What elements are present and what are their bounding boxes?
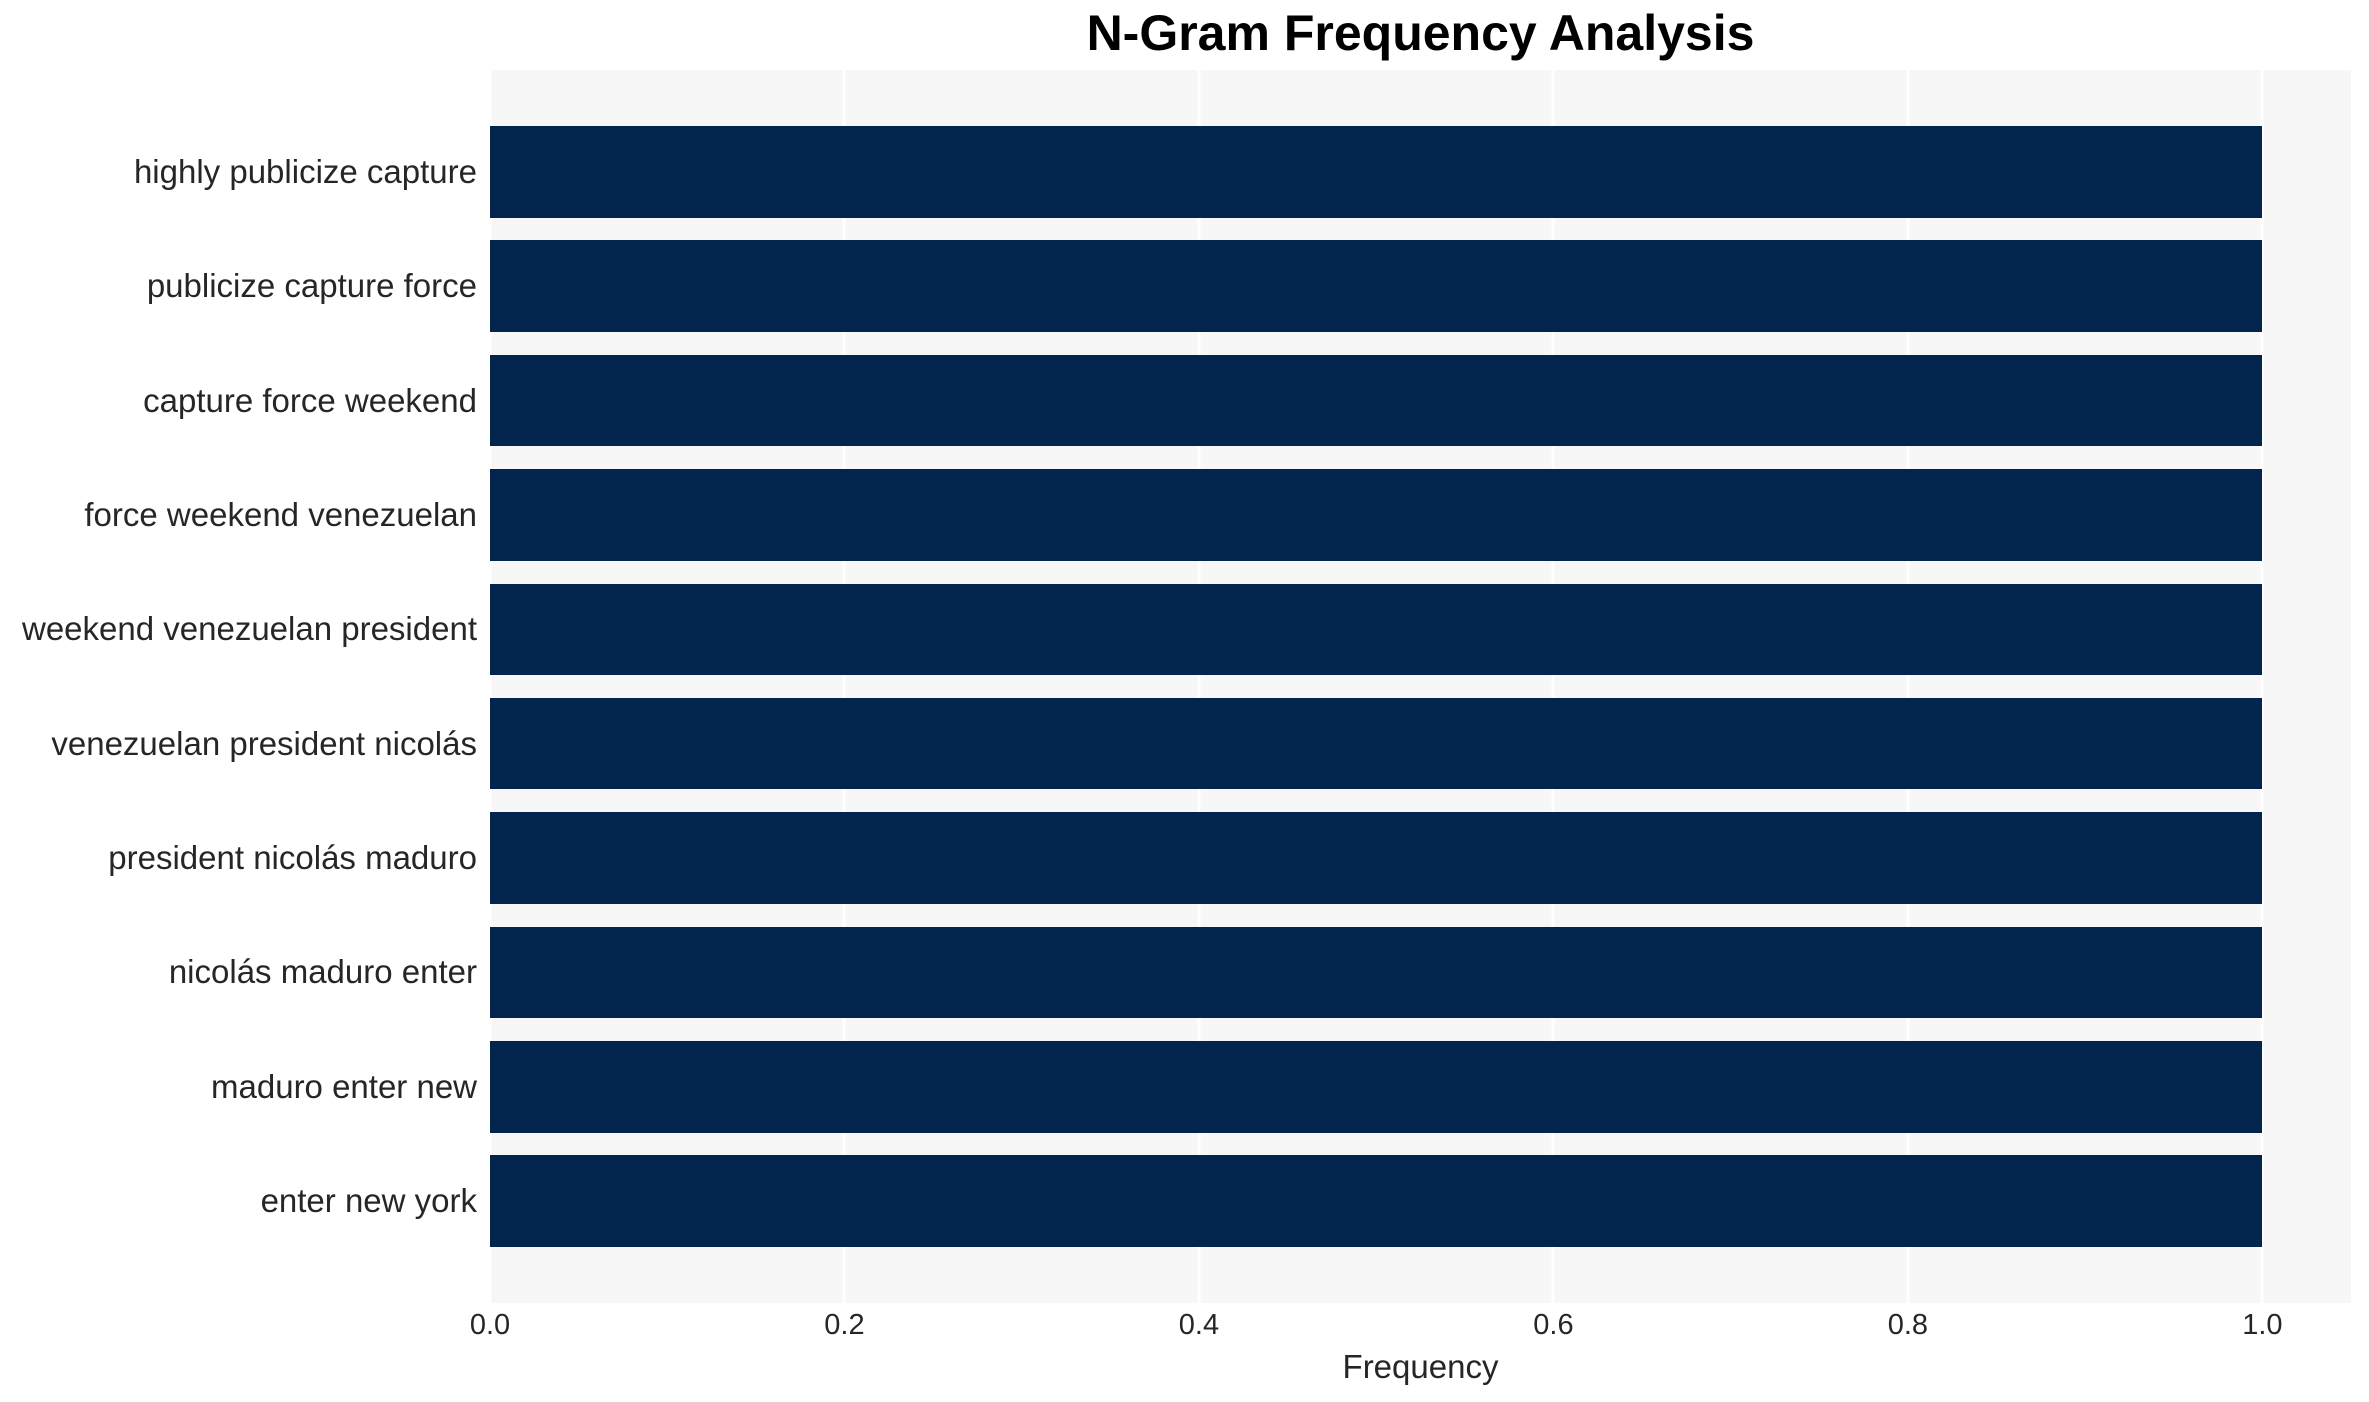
bar [490, 812, 2263, 904]
gridline [490, 70, 492, 1303]
y-tick-label: enter new york [260, 1182, 477, 1220]
gridline [1551, 70, 1555, 1303]
bar [490, 583, 2263, 676]
bar [490, 126, 2263, 218]
bar [490, 926, 2263, 1019]
y-tick-label: maduro enter new [211, 1067, 477, 1105]
chart-title: N-Gram Frequency Analysis [1086, 5, 1755, 61]
x-tick-label: 0.0 [469, 1309, 511, 1341]
x-tick-label: 0.6 [1533, 1309, 1574, 1341]
y-tick-label: force weekend venezuelan [84, 495, 477, 533]
y-tick-label: weekend venezuelan president [22, 610, 477, 648]
bar [490, 469, 2263, 561]
gridline [2260, 70, 2264, 1303]
x-axis-ticks: 0.0 0.2 0.4 0.6 0.8 1.0 [470, 1309, 2351, 1349]
bar [490, 1155, 2263, 1247]
y-axis-labels: highly publicize capture publicize captur… [0, 70, 477, 1303]
x-tick-label: 1.0 [2242, 1309, 2283, 1341]
x-axis-title: Frequency [1342, 1348, 1499, 1385]
bar [490, 697, 2263, 790]
x-tick-label: 0.8 [1887, 1309, 1929, 1341]
bar [490, 1041, 2263, 1133]
x-tick-label: 0.4 [1178, 1309, 1220, 1341]
plot-area [490, 70, 2351, 1303]
y-tick-label: publicize capture force [146, 267, 477, 305]
gridline [842, 70, 846, 1303]
y-tick-label: president nicolás maduro [108, 839, 477, 877]
x-tick-label: 0.2 [824, 1309, 865, 1341]
gridline [1906, 70, 1910, 1303]
y-tick-label: highly publicize capture [133, 152, 477, 190]
y-tick-label: venezuelan president nicolás [51, 724, 477, 762]
y-tick-label: nicolás maduro enter [168, 953, 477, 991]
y-tick-label: capture force weekend [143, 381, 477, 419]
gridline [1197, 70, 1201, 1303]
bar [490, 240, 2263, 332]
bar [490, 354, 2263, 447]
